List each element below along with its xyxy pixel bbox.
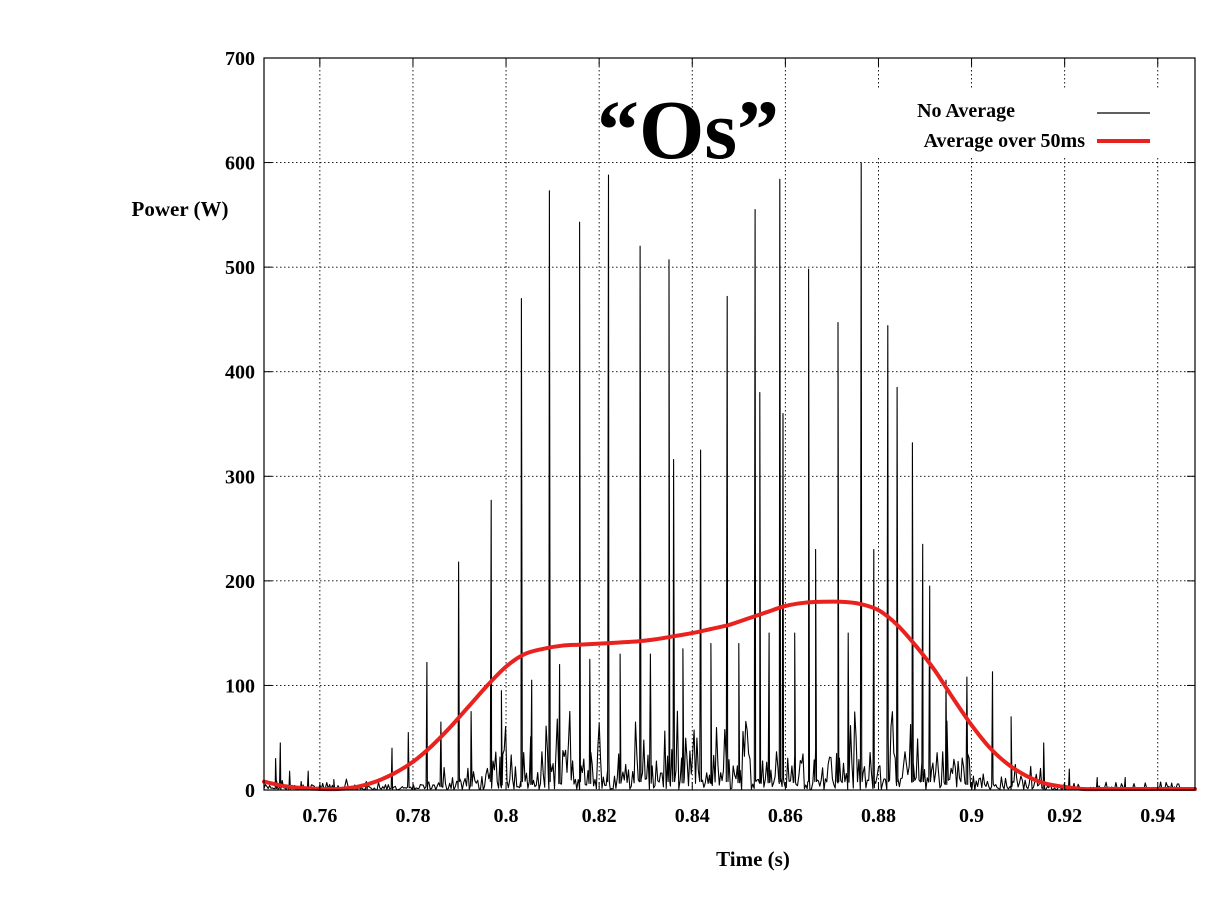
y-tick-label: 600 (225, 153, 255, 175)
plot-frame (263, 57, 1196, 791)
y-axis-label: Power (W) (132, 197, 229, 221)
legend-label-average-over-50ms: Average over 50ms (924, 130, 1086, 152)
y-tick-label: 400 (225, 362, 255, 384)
y-tick-label: 200 (225, 571, 255, 593)
x-tick-label: 0.82 (582, 805, 617, 827)
grid (264, 58, 1195, 790)
series-group (262, 162, 1197, 792)
x-tick-label: 0.86 (768, 805, 803, 827)
x-tick-label: 0.8 (494, 805, 519, 827)
ticks: 0.76 0.78 0.8 0.82 0.84 0.86 0.88 0.9 0.92 0.94 0 1… (225, 48, 1195, 827)
x-tick-label: 0.76 (302, 805, 337, 827)
x-tick-label: 0.92 (1047, 805, 1082, 827)
legend-background (866, 90, 1162, 158)
legend-label-no-average: No Average (917, 100, 1015, 122)
series-line-average-over-50ms (262, 599, 1197, 792)
x-tick-label: 0.9 (959, 805, 984, 827)
y-tick-label: 500 (225, 257, 255, 279)
legend: No Average Average over 50ms (866, 90, 1162, 158)
x-tick-label: 0.78 (395, 805, 430, 827)
x-tick-label: 0.88 (861, 805, 896, 827)
chart-annotation: “Os” (597, 84, 779, 177)
x-tick-label: 0.84 (675, 805, 710, 827)
y-tick-label: 300 (225, 466, 255, 488)
x-axis-label: Time (s) (716, 847, 790, 871)
y-tick-label: 700 (225, 48, 255, 70)
x-tick-label: 0.94 (1140, 805, 1175, 827)
y-tick-label: 100 (225, 675, 255, 697)
y-tick-label: 0 (245, 780, 255, 802)
